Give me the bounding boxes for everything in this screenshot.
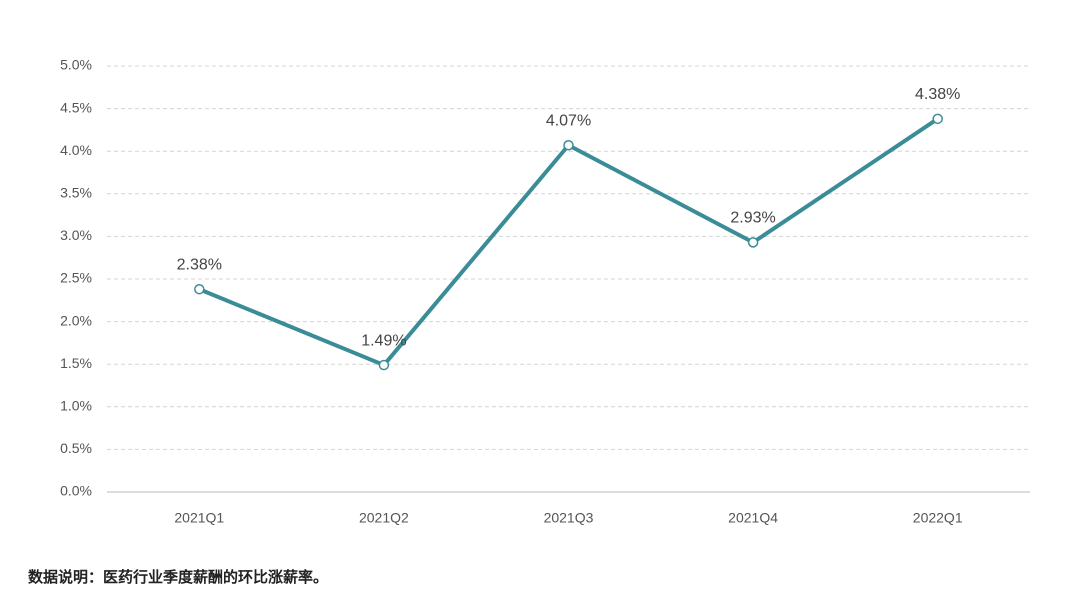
y-tick-label: 3.5% <box>60 185 92 201</box>
data-label: 4.07% <box>546 112 591 129</box>
y-tick-label: 5.0% <box>60 57 92 73</box>
x-tick-label: 2021Q2 <box>359 510 409 526</box>
point <box>747 237 759 248</box>
x-tick-label: 2022Q1 <box>913 510 963 526</box>
y-tick-label: 2.0% <box>60 312 92 328</box>
x-tick-label: 2021Q1 <box>174 510 224 526</box>
line <box>198 117 939 368</box>
y-tick-label: 4.5% <box>60 99 92 115</box>
data-label: 2.38% <box>177 256 222 273</box>
y-tick-label: 2.5% <box>60 270 92 286</box>
point <box>194 283 205 295</box>
y-tick-label: 4.0% <box>60 142 92 158</box>
data-label: 1.49% <box>361 332 406 349</box>
y-tick-label: 1.0% <box>60 398 92 414</box>
y-tick-label: 1.5% <box>60 355 92 371</box>
point <box>932 113 943 125</box>
x-tick-label: 2021Q3 <box>544 510 594 526</box>
point <box>378 359 390 371</box>
data-label: 2.93% <box>730 210 775 227</box>
y-tick-label: 0.0% <box>60 483 92 499</box>
data-label: 4.38% <box>915 86 960 103</box>
note: 数据说明：医药行业季度薪酬的环比涨薪率。 <box>28 568 328 586</box>
y-tick-label: 3.0% <box>60 227 92 243</box>
point <box>563 139 574 151</box>
y-tick-label: 0.5% <box>60 440 92 456</box>
x-tick-label: 2021Q4 <box>728 510 778 526</box>
